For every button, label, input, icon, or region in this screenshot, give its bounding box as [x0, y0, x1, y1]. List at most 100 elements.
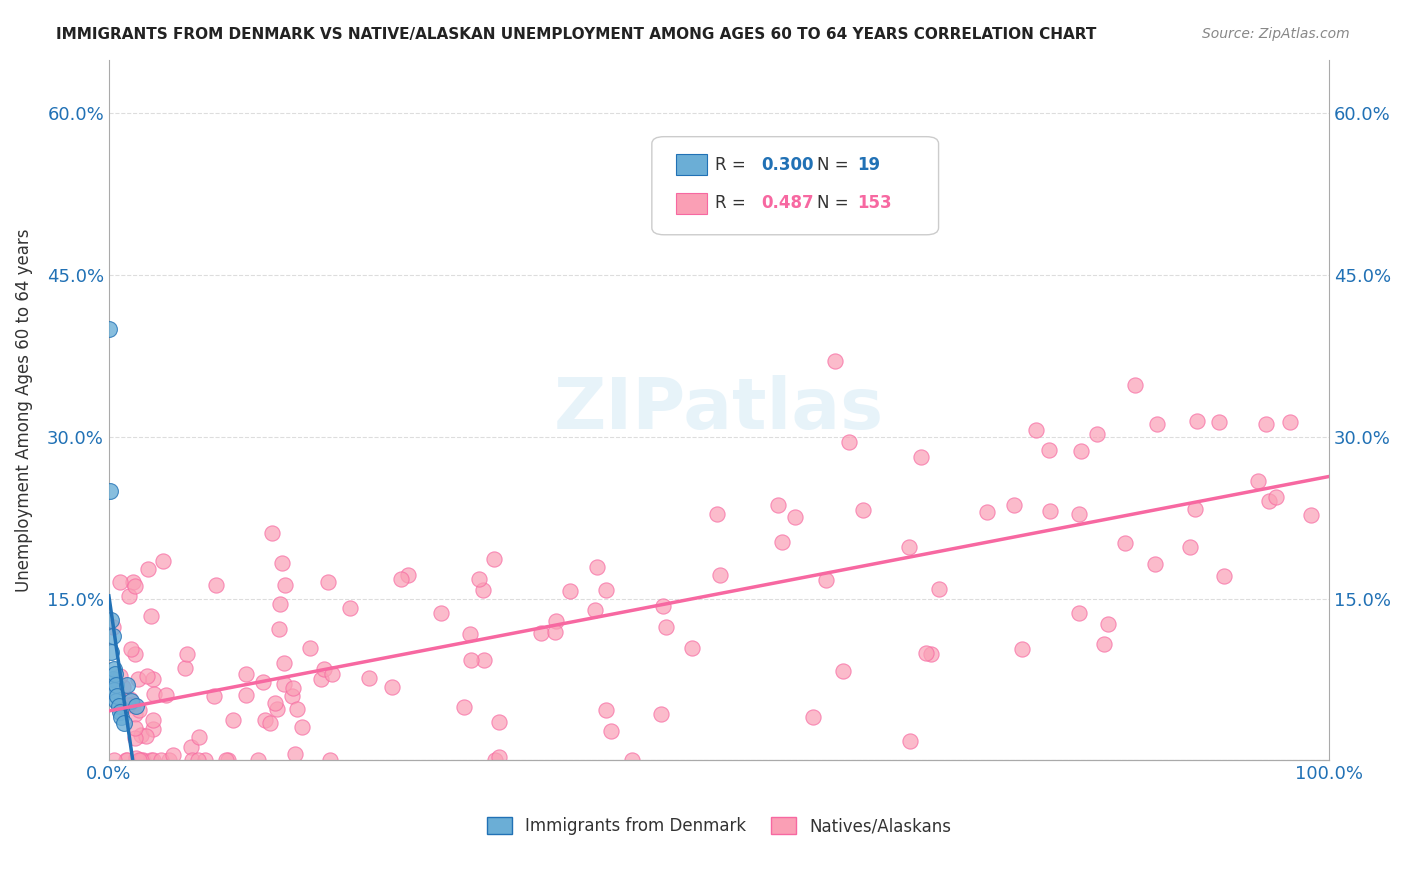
Point [120, 641, 142, 656]
Point [488, 715, 510, 730]
Point [654, 620, 676, 634]
Point [117, 589, 139, 603]
Point [595, 582, 617, 597]
Point [1070, 444, 1092, 458]
Point [142, 753, 165, 767]
Point [108, 574, 131, 589]
Point [1208, 415, 1230, 429]
Point [1185, 414, 1208, 428]
Point [1264, 491, 1286, 505]
Point [460, 653, 482, 667]
Point [135, 729, 157, 743]
Point [101, 619, 124, 633]
Point [235, 666, 257, 681]
Point [108, 669, 131, 683]
Point [124, 706, 146, 721]
Point [898, 541, 921, 555]
Point [101, 629, 124, 643]
Point [124, 721, 146, 735]
Point [910, 450, 932, 465]
Point [530, 625, 553, 640]
Point [914, 646, 936, 660]
Point [1278, 415, 1301, 429]
Point [1254, 417, 1277, 431]
Point [152, 554, 174, 568]
Point [115, 753, 138, 767]
Point [247, 753, 270, 767]
Point [1067, 508, 1090, 522]
Point [838, 434, 860, 449]
Y-axis label: Unemployment Among Ages 60 to 64 years: Unemployment Among Ages 60 to 64 years [15, 228, 32, 591]
Point [105, 694, 128, 708]
Point [1143, 557, 1166, 571]
Text: 0.487: 0.487 [762, 194, 814, 212]
Point [187, 753, 209, 767]
Text: Source: ZipAtlas.com: Source: ZipAtlas.com [1202, 27, 1350, 41]
Point [115, 753, 138, 767]
Point [298, 641, 321, 656]
Text: N =: N = [817, 194, 848, 212]
Point [681, 641, 703, 656]
Point [709, 568, 731, 582]
Point [131, 728, 153, 742]
Point [181, 753, 204, 767]
Point [1039, 504, 1062, 518]
Point [285, 702, 308, 716]
Point [595, 703, 617, 717]
Point [112, 715, 135, 730]
Point [128, 753, 150, 767]
Point [100, 645, 122, 659]
Point [98, 483, 121, 498]
Point [814, 573, 837, 587]
Point [1002, 498, 1025, 512]
Point [357, 671, 380, 685]
Point [621, 753, 644, 767]
Point [174, 661, 197, 675]
Point [976, 505, 998, 519]
Point [766, 498, 789, 512]
Text: 0.300: 0.300 [762, 156, 814, 174]
Point [122, 697, 145, 711]
Point [430, 606, 453, 620]
Point [124, 647, 146, 661]
Point [105, 678, 128, 692]
Point [107, 699, 129, 714]
Point [312, 662, 335, 676]
Point [136, 562, 159, 576]
Point [273, 577, 295, 591]
Point [484, 753, 506, 767]
Point [1301, 508, 1323, 522]
Point [824, 354, 846, 368]
Point [309, 672, 332, 686]
Point [482, 551, 505, 566]
Point [1178, 540, 1201, 554]
Point [107, 689, 129, 703]
Point [104, 667, 127, 681]
Point [852, 503, 875, 517]
Point [544, 614, 567, 628]
Point [121, 574, 143, 589]
Point [472, 582, 495, 597]
Point [1038, 442, 1060, 457]
Text: 153: 153 [856, 194, 891, 212]
Point [204, 689, 226, 703]
Point [263, 696, 285, 710]
Point [832, 664, 855, 678]
Point [318, 575, 340, 590]
Point [291, 720, 314, 734]
Point [136, 669, 159, 683]
Point [149, 753, 172, 767]
Point [155, 688, 177, 702]
Point [651, 599, 673, 614]
Point [1184, 502, 1206, 516]
Point [253, 713, 276, 727]
Point [97, 322, 120, 336]
Legend: Immigrants from Denmark, Natives/Alaskans: Immigrants from Denmark, Natives/Alaskan… [479, 811, 957, 842]
Point [142, 687, 165, 701]
Point [273, 657, 295, 671]
Point [1067, 606, 1090, 620]
Text: 19: 19 [856, 156, 880, 174]
Point [117, 698, 139, 713]
Point [1114, 536, 1136, 550]
Point [131, 753, 153, 767]
